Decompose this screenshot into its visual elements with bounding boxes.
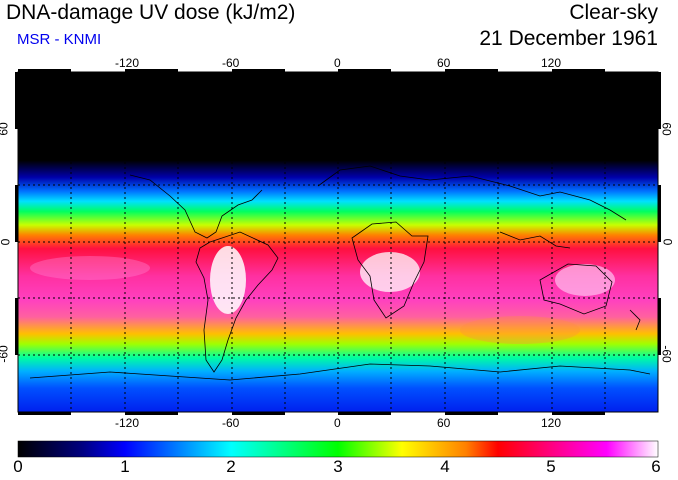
lon-tick-top: -60 (222, 56, 240, 70)
lon-tick-top: 60 (437, 56, 451, 70)
colorbar-label: 2 (226, 457, 236, 476)
lon-tick-bottom: -120 (115, 416, 140, 430)
date-label: 21 December 1961 (479, 27, 658, 50)
colorbar-label: 6 (651, 457, 661, 476)
colorbar (17, 440, 659, 458)
lat-tick-left: 0 (0, 239, 12, 246)
colorbar-label: 0 (13, 457, 23, 476)
lat-tick-right: 60 (659, 122, 674, 136)
colorbar-label: 5 (546, 457, 556, 476)
lon-tick-bottom: 0 (334, 416, 341, 430)
colorbar-label: 4 (440, 457, 450, 476)
lon-tick-top: 0 (334, 56, 341, 70)
lat-tick-left: 60 (0, 122, 11, 136)
lon-tick-bottom: 60 (437, 416, 451, 430)
lat-tick-left: -60 (0, 345, 11, 363)
lon-tick-bottom: 120 (541, 416, 562, 430)
lon-tick-top: 120 (541, 56, 562, 70)
map-subtitle: MSR - KNMI (17, 31, 102, 48)
sky-condition-label: Clear-sky (569, 1, 658, 24)
border-scale (15, 69, 661, 415)
lon-tick-top: -120 (115, 56, 140, 70)
coastlines (29, 165, 651, 381)
graticule (18, 72, 658, 412)
lat-tick-right: -60 (659, 345, 674, 363)
colorbar-label: 3 (333, 457, 343, 476)
lon-tick-bottom: -60 (222, 416, 240, 430)
lat-tick-right: 0 (660, 238, 675, 246)
map-title: DNA-damage UV dose (kJ/m2) (6, 1, 296, 24)
colorbar-label: 1 (120, 457, 130, 476)
